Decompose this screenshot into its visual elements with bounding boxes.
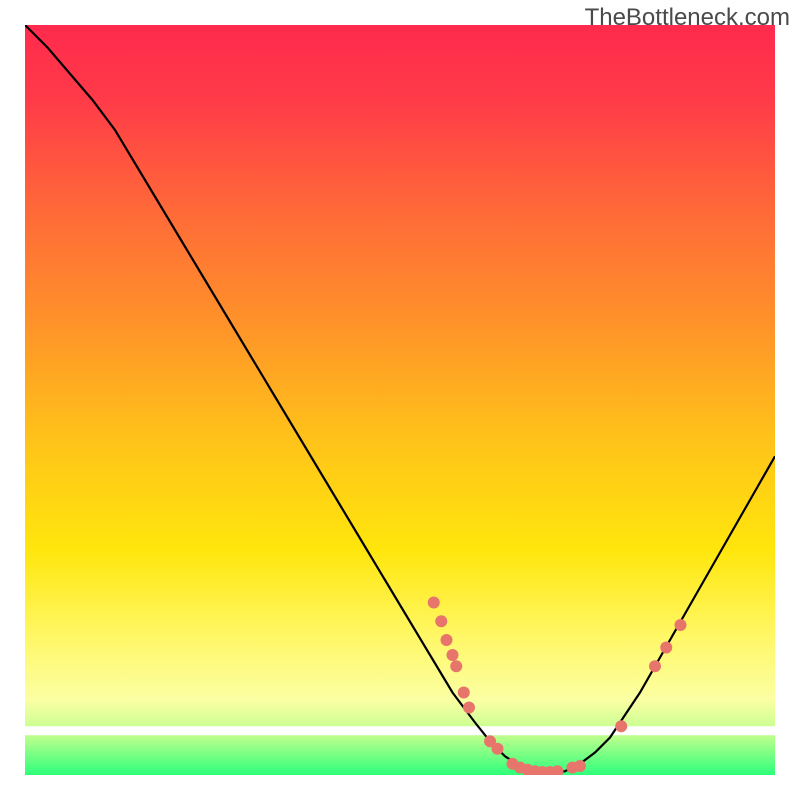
datapoint-marker bbox=[615, 720, 627, 732]
datapoint-marker bbox=[458, 687, 470, 699]
datapoint-marker bbox=[435, 615, 447, 627]
plot-svg bbox=[25, 25, 775, 775]
datapoint-marker bbox=[447, 649, 459, 661]
datapoint-marker bbox=[463, 702, 475, 714]
datapoint-marker bbox=[649, 660, 661, 672]
chart-container: TheBottleneck.com bbox=[0, 0, 800, 800]
datapoint-marker bbox=[660, 642, 672, 654]
datapoint-marker bbox=[441, 634, 453, 646]
datapoint-marker bbox=[450, 660, 462, 672]
datapoint-marker bbox=[675, 619, 687, 631]
watermark-text[interactable]: TheBottleneck.com bbox=[585, 4, 790, 32]
datapoint-marker bbox=[428, 597, 440, 609]
white-separator-band bbox=[25, 726, 775, 735]
datapoint-marker bbox=[492, 743, 504, 755]
datapoint-marker bbox=[574, 760, 586, 772]
plot-area bbox=[25, 25, 775, 775]
gradient-background bbox=[25, 25, 775, 775]
